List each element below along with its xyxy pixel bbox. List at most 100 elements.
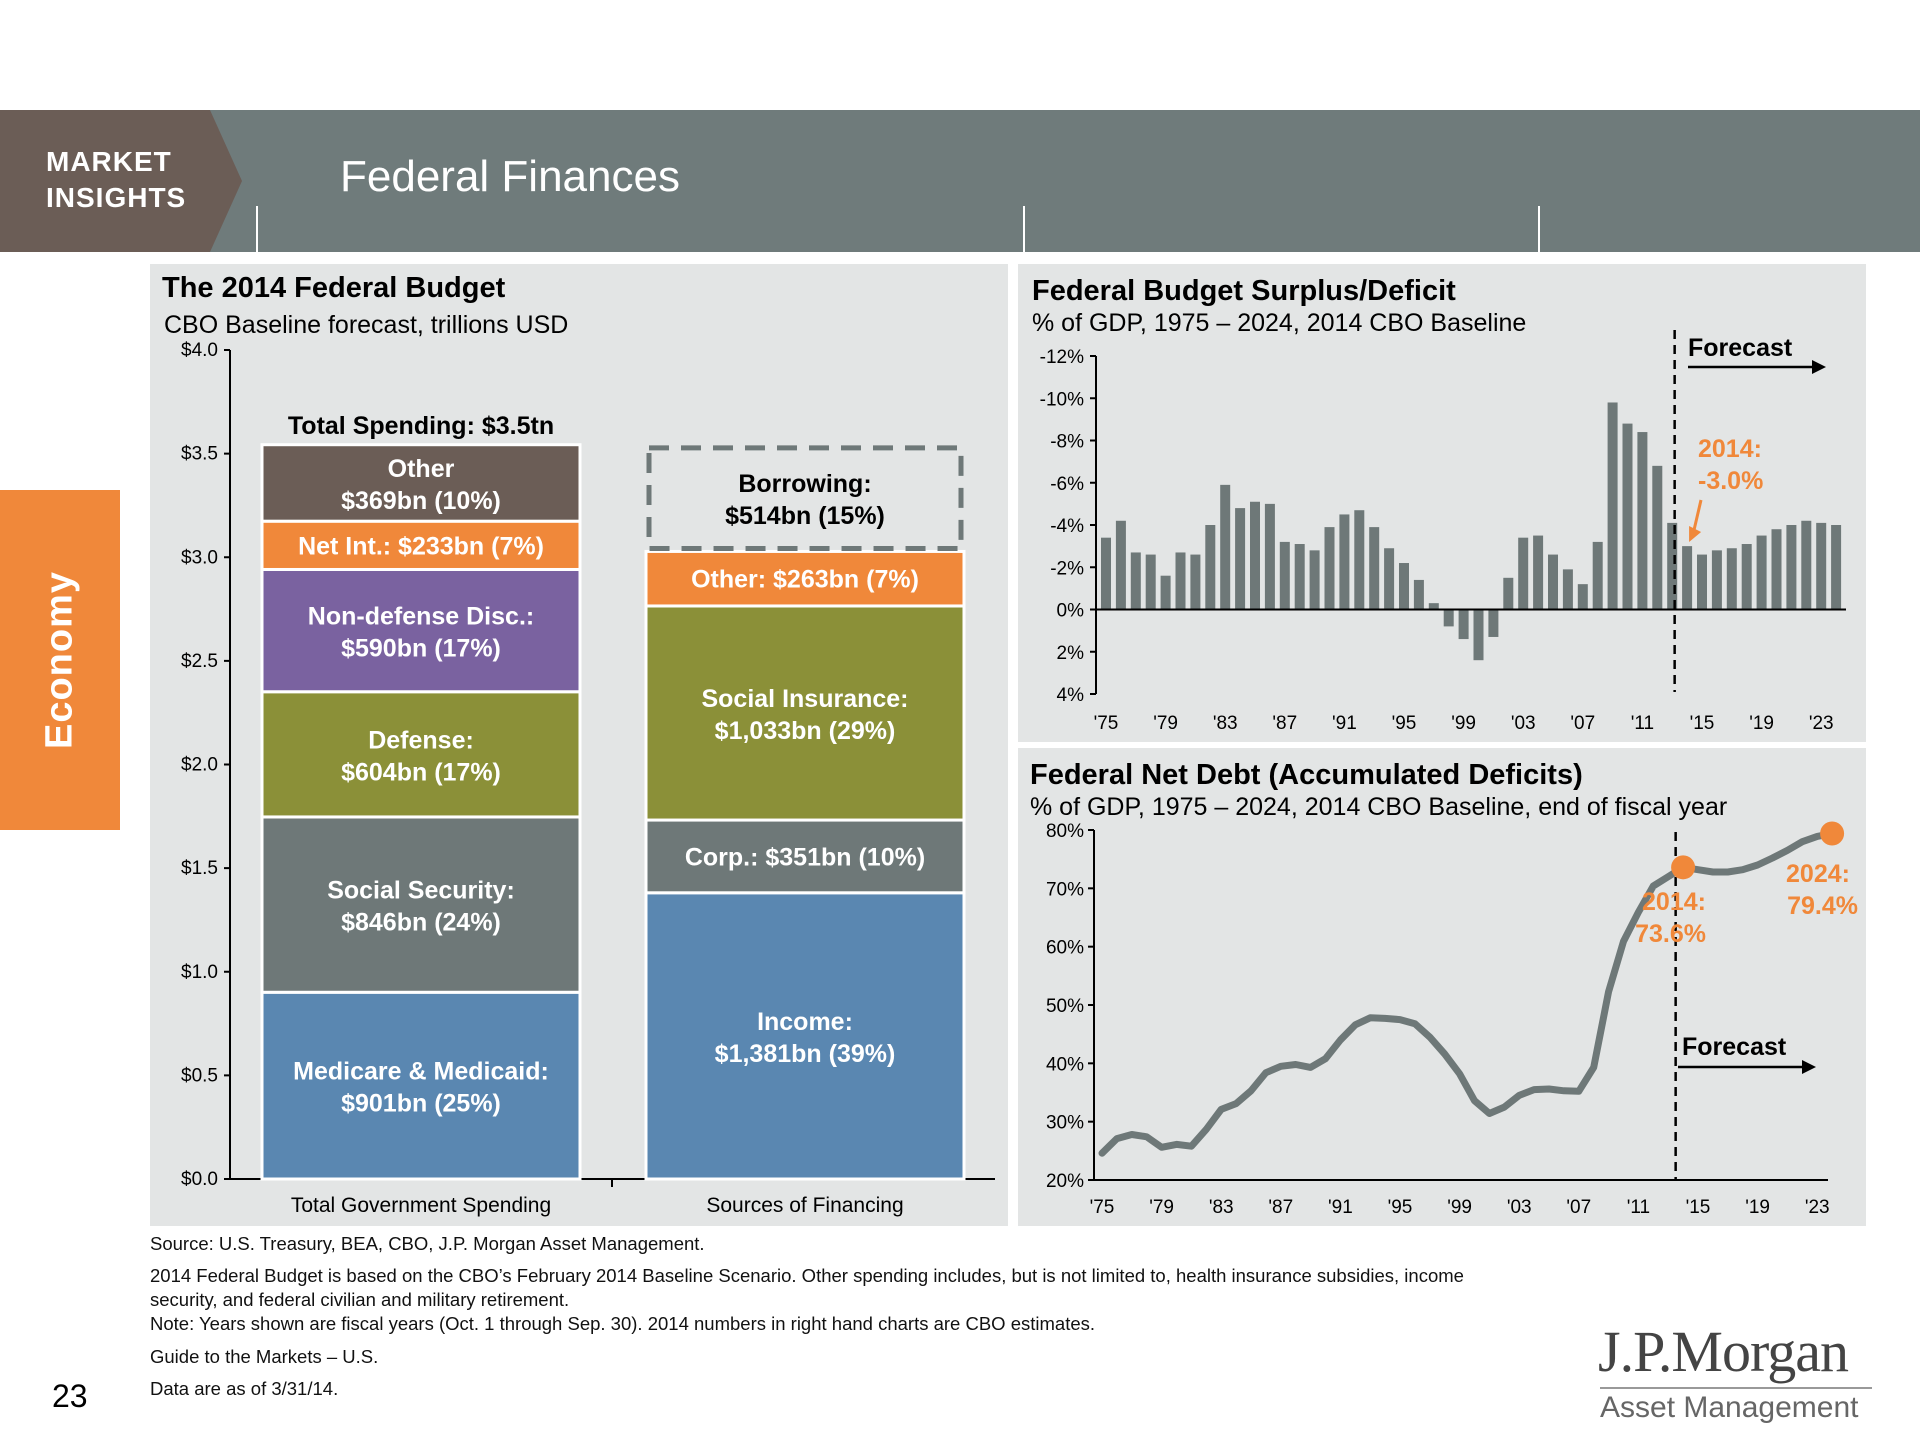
forecast-arrow-head [1802, 1060, 1816, 1074]
marker-2024 [1820, 821, 1845, 846]
x-tick-label: '87 [1268, 1197, 1293, 1218]
segment-label: Social Security: [327, 877, 515, 905]
economy-side-tab[interactable]: Economy [0, 490, 120, 830]
segment-value-label: $604bn (17%) [341, 758, 501, 786]
y-tick-label: -4% [1050, 516, 1084, 537]
deficit-bar [1592, 541, 1603, 610]
deficit-bar [1339, 514, 1350, 610]
deficit-bar [1533, 535, 1544, 610]
x-tick-label: '83 [1213, 713, 1238, 734]
deficit-bar [1294, 544, 1305, 610]
net-debt-panel: Federal Net Debt (Accumulated Deficits) … [1018, 748, 1866, 1226]
deficit-bar [1518, 537, 1529, 610]
fiscal-year-note: Note: Years shown are fiscal years (Oct.… [150, 1313, 1096, 1334]
deficit-bar [1205, 525, 1216, 610]
total-spending-label: Total Spending: $3.5tn [288, 412, 554, 440]
annotation-arrow-head [1689, 526, 1702, 542]
header-divider [256, 206, 258, 252]
deficit-bar [1384, 548, 1395, 610]
segment-label: Social Insurance: [701, 685, 908, 713]
badge-shape [0, 110, 242, 252]
x-tick-label: '23 [1805, 1197, 1830, 1218]
y-tick-label: -8% [1050, 432, 1084, 453]
deficit-bar [1801, 520, 1812, 610]
annotation-2024-value: 79.4% [1787, 892, 1858, 920]
deficit-bar [1369, 527, 1380, 610]
y-tick-label: 60% [1046, 938, 1084, 959]
y-tick-label: 0% [1057, 601, 1085, 622]
x-tick-label: '91 [1328, 1197, 1353, 1218]
segment-label: Defense: [368, 726, 474, 754]
deficit-bar [1771, 529, 1782, 610]
jpmorgan-logo: J.P.Morgan Asset Management [1598, 1318, 1872, 1425]
brand-line-2: INSIGHTS [46, 182, 187, 213]
y-tick-label: $1.0 [181, 962, 218, 983]
deficit-bar [1354, 510, 1365, 610]
deficit-bar [1622, 423, 1633, 610]
y-tick-label: $2.5 [181, 651, 218, 672]
deficit-bar [1175, 552, 1186, 610]
deficit-bar [1190, 554, 1201, 610]
y-tick-label: $3.5 [181, 444, 218, 465]
deficit-bar [1503, 577, 1514, 610]
x-tick-label: '07 [1566, 1197, 1591, 1218]
x-tick-label: '87 [1272, 713, 1297, 734]
x-tick-label: '07 [1570, 713, 1595, 734]
x-tick-label: '03 [1511, 713, 1536, 734]
x-tick-label: '19 [1745, 1197, 1770, 1218]
forecast-label: Forecast [1682, 1033, 1787, 1061]
segment-label: Other: $263bn (7%) [691, 566, 919, 594]
x-tick-label: '11 [1631, 713, 1654, 734]
x-tick-label: '19 [1749, 713, 1774, 734]
y-tick-label: 30% [1046, 1113, 1084, 1134]
deficit-bar [1458, 609, 1469, 640]
deficit-bar [1115, 520, 1126, 610]
deficit-bar [1607, 402, 1618, 610]
deficit-bar [1235, 508, 1246, 610]
deficit-bar [1697, 554, 1707, 610]
page-number: 23 [52, 1378, 88, 1414]
x-tick-label: '79 [1153, 713, 1178, 734]
stack-segment [260, 443, 582, 523]
deficit-bar [1145, 554, 1156, 610]
y-tick-label: -6% [1050, 474, 1084, 495]
deficit-bar [1220, 484, 1231, 610]
segment-value-label: $590bn (17%) [341, 635, 501, 663]
stack-segment [644, 891, 966, 1181]
y-tick-label: 4% [1057, 685, 1085, 706]
chart-title: Federal Budget Surplus/Deficit [1032, 275, 1456, 307]
logo-subtitle: Asset Management [1600, 1391, 1859, 1424]
segment-label: Income: [757, 1008, 853, 1036]
deficit-bar [1548, 554, 1558, 610]
y-tick-label: -10% [1040, 389, 1084, 410]
deficit-bar [1756, 535, 1767, 610]
chart-subtitle: % of GDP, 1975 – 2024, 2014 CBO Baseline… [1030, 793, 1727, 821]
stack-segment [260, 519, 582, 571]
brand-line-1: MARKET [46, 146, 172, 177]
segment-value-label: $1,033bn (29%) [715, 717, 896, 745]
y-tick-label: 80% [1046, 821, 1084, 842]
stack-segment [644, 818, 966, 895]
stack-segment [260, 990, 582, 1181]
deficit-bar [1726, 548, 1737, 610]
y-tick-label: 40% [1046, 1054, 1084, 1075]
deficit-bar [1667, 522, 1678, 610]
annotation-2024-label: 2024: [1786, 860, 1850, 888]
deficit-bar [1428, 603, 1439, 610]
stack-segment [644, 549, 966, 608]
segment-label: Non-defense Disc.: [308, 603, 534, 631]
y-tick-label: $4.0 [181, 340, 218, 361]
deficit-bar [1473, 609, 1484, 661]
y-tick-label: 70% [1046, 879, 1084, 900]
net-debt-line [1098, 830, 1836, 1157]
header-divider [1023, 206, 1025, 252]
deficit-bar [1309, 550, 1320, 610]
segment-label: Net Int.: $233bn (7%) [298, 532, 544, 560]
y-tick-label: $0.5 [181, 1065, 218, 1086]
segment-label: Borrowing: [738, 470, 871, 498]
y-tick-label: -12% [1040, 347, 1084, 368]
deficit-bar [1831, 525, 1842, 610]
federal-budget-chart: The 2014 Federal Budget CBO Baseline for… [162, 272, 995, 1217]
page-title: Federal Finances [340, 152, 680, 201]
chart-subtitle: % of GDP, 1975 – 2024, 2014 CBO Baseline [1032, 309, 1526, 337]
